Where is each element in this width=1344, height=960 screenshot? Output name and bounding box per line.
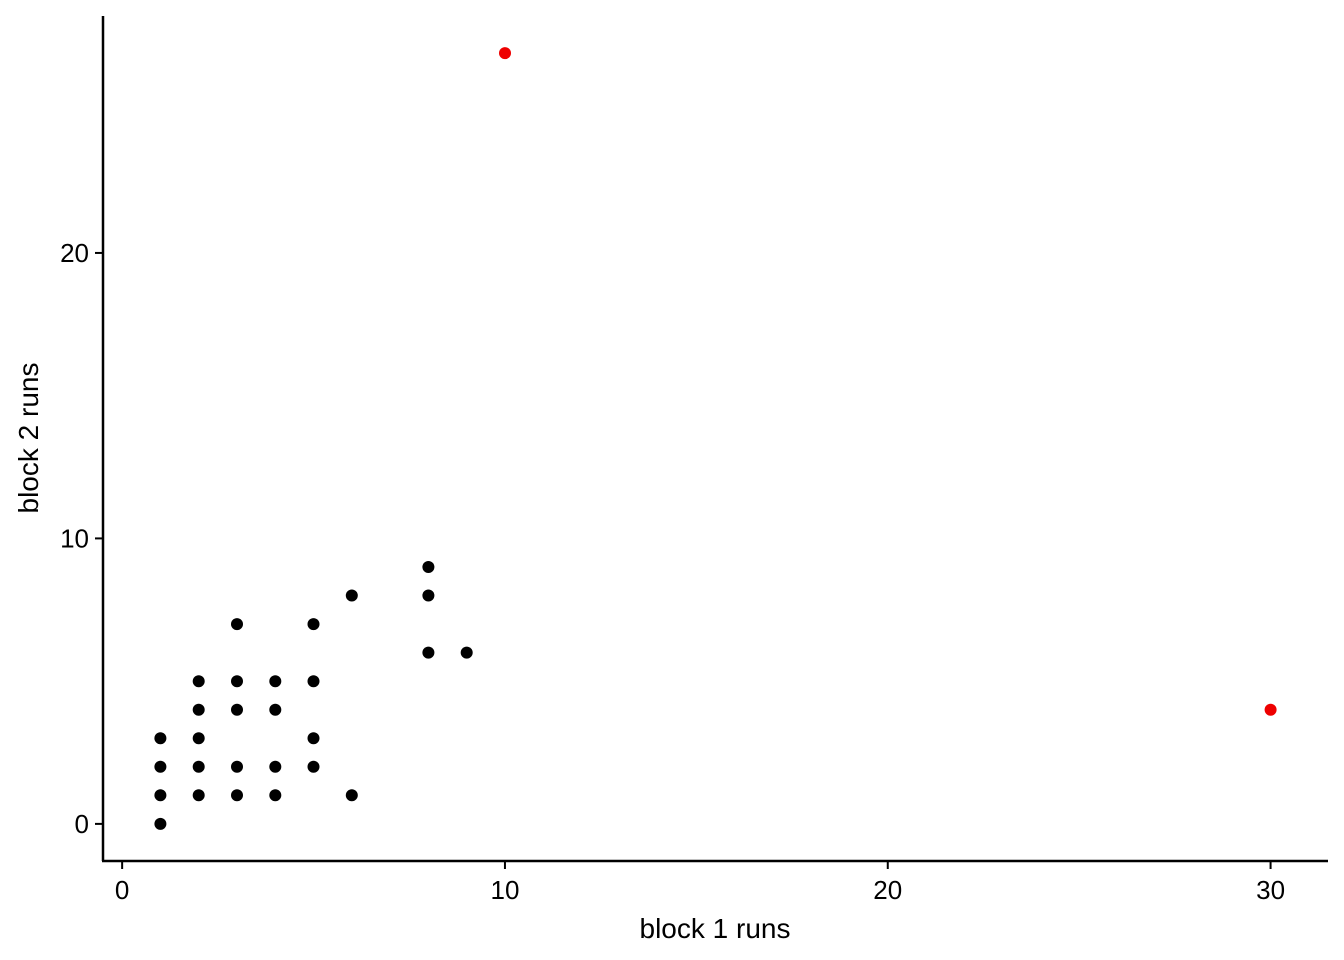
y-tick-label-2: 20	[60, 238, 89, 268]
x-axis-title: block 1 runs	[640, 913, 791, 944]
x-tick-label-0: 0	[115, 875, 129, 905]
ticks-layer: 0 10 20 30 0 10 20	[60, 238, 1285, 905]
x-tick-label-1: 10	[490, 875, 519, 905]
data-point-0-9	[231, 789, 243, 802]
data-point-0-15	[269, 760, 282, 773]
data-point-0-18	[307, 760, 320, 773]
data-point-0-14	[269, 789, 282, 802]
y-tick-label-0: 0	[75, 809, 89, 839]
data-point-0-3	[154, 732, 167, 745]
data-point-0-5	[192, 760, 205, 773]
data-point-0-13	[231, 618, 243, 631]
axes-layer	[101, 16, 1328, 863]
data-point-0-0	[154, 817, 167, 830]
x-tick-label-2: 20	[873, 875, 902, 905]
data-point-0-17	[269, 675, 282, 688]
x-tick-label-3: 30	[1256, 875, 1285, 905]
y-tick-label-1: 10	[60, 523, 89, 553]
data-point-0-8	[192, 675, 205, 688]
y-axis-title: block 2 runs	[13, 363, 44, 514]
data-point-0-4	[192, 789, 205, 802]
data-point-1-0	[499, 47, 511, 60]
data-point-0-22	[345, 789, 358, 802]
data-point-0-27	[460, 646, 473, 659]
data-point-0-23	[345, 589, 358, 602]
data-point-0-12	[231, 675, 243, 688]
data-point-0-6	[192, 732, 205, 745]
data-point-0-24	[422, 646, 435, 659]
data-point-0-21	[307, 618, 320, 631]
data-point-1-1	[1264, 703, 1277, 716]
data-point-0-2	[154, 760, 167, 773]
data-point-0-25	[422, 589, 435, 602]
data-point-0-1	[154, 789, 167, 802]
data-point-0-20	[307, 675, 320, 688]
data-point-0-7	[192, 703, 205, 716]
data-point-0-26	[422, 561, 435, 573]
data-point-0-16	[269, 703, 282, 716]
data-point-0-10	[231, 760, 243, 773]
data-point-0-19	[307, 732, 320, 745]
data-point-0-11	[231, 703, 243, 716]
points-layer	[154, 47, 1277, 830]
